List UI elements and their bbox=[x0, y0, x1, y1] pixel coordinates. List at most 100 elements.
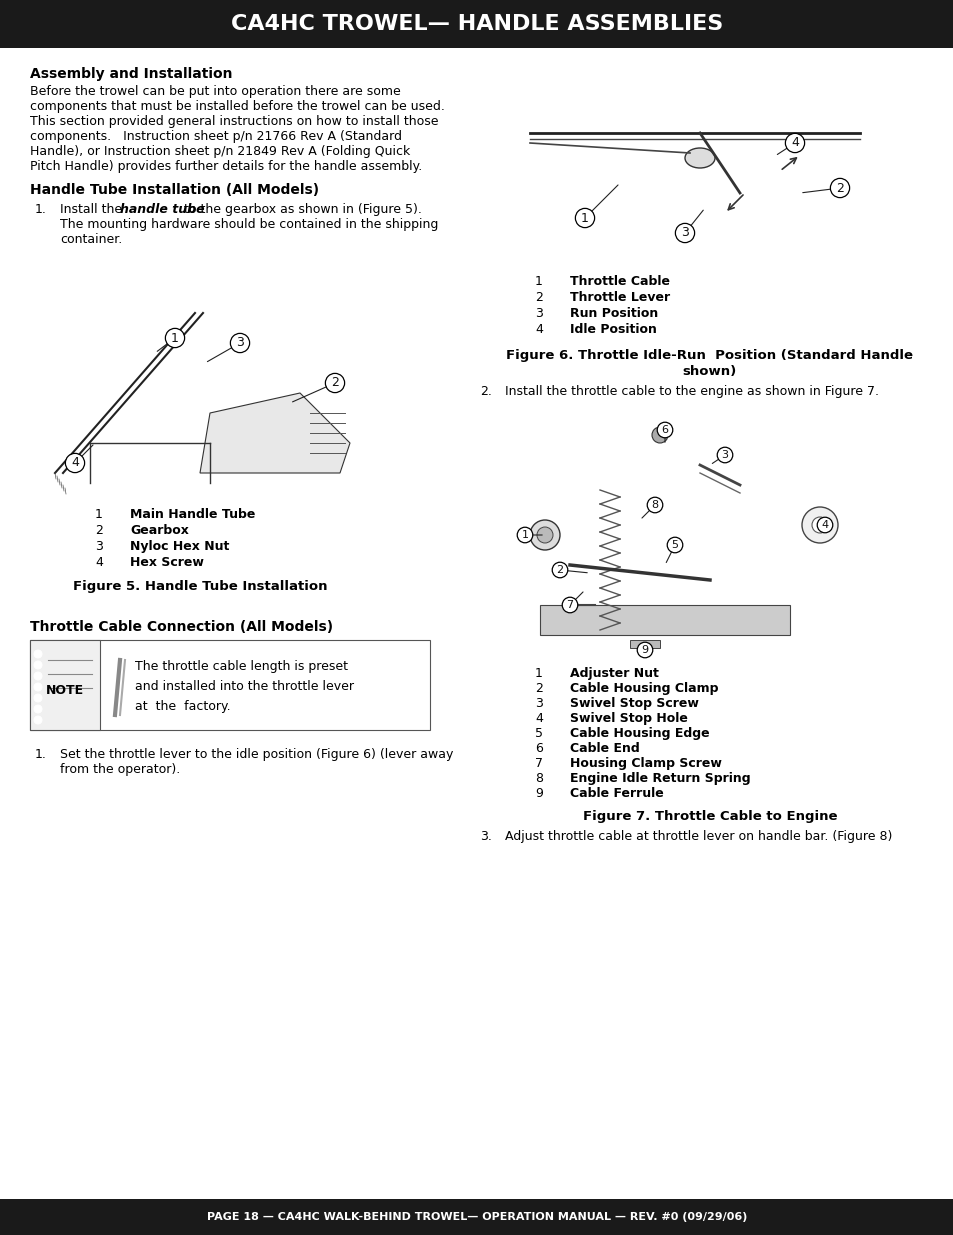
Text: 1: 1 bbox=[535, 667, 542, 680]
Bar bbox=[0, 0, 953, 48]
Text: 3: 3 bbox=[535, 697, 542, 710]
Text: NOTE: NOTE bbox=[46, 683, 84, 697]
Text: Adjust throttle cable at throttle lever on handle bar. (Figure 8): Adjust throttle cable at throttle lever … bbox=[504, 830, 891, 844]
Text: The throttle cable length is preset: The throttle cable length is preset bbox=[135, 659, 348, 673]
Text: Figure 5. Handle Tube Installation: Figure 5. Handle Tube Installation bbox=[72, 580, 327, 593]
Circle shape bbox=[34, 661, 42, 669]
Text: Pitch Handle) provides further details for the handle assembly.: Pitch Handle) provides further details f… bbox=[30, 161, 422, 173]
Text: Nyloc Hex Nut: Nyloc Hex Nut bbox=[130, 540, 229, 553]
Text: 2: 2 bbox=[95, 524, 103, 537]
Text: Install the throttle cable to the engine as shown in Figure 7.: Install the throttle cable to the engine… bbox=[504, 385, 878, 398]
Text: 5: 5 bbox=[671, 540, 678, 550]
Text: 2: 2 bbox=[835, 182, 843, 194]
Text: Cable Ferrule: Cable Ferrule bbox=[569, 787, 663, 800]
Text: 2: 2 bbox=[535, 291, 542, 304]
Text: 1: 1 bbox=[521, 530, 528, 540]
Text: Idle Position: Idle Position bbox=[569, 324, 657, 336]
Text: Cable Housing Clamp: Cable Housing Clamp bbox=[569, 682, 718, 695]
Text: Cable Housing Edge: Cable Housing Edge bbox=[569, 727, 709, 740]
Bar bbox=[30, 640, 100, 730]
Text: Handle Tube Installation (All Models): Handle Tube Installation (All Models) bbox=[30, 183, 319, 198]
Text: Swivel Stop Hole: Swivel Stop Hole bbox=[569, 713, 687, 725]
Bar bbox=[510, 405, 879, 655]
Ellipse shape bbox=[684, 148, 714, 168]
Text: Install the: Install the bbox=[60, 203, 126, 216]
Text: handle tube: handle tube bbox=[120, 203, 204, 216]
Text: Gearbox: Gearbox bbox=[130, 524, 189, 537]
Text: 4: 4 bbox=[71, 457, 79, 469]
Text: Engine Idle Return Spring: Engine Idle Return Spring bbox=[569, 772, 750, 785]
Circle shape bbox=[34, 672, 42, 680]
Circle shape bbox=[34, 683, 42, 692]
Text: 9: 9 bbox=[640, 645, 648, 655]
Bar bbox=[40, 263, 379, 493]
Bar bbox=[30, 640, 430, 730]
Text: This section provided general instructions on how to install those: This section provided general instructio… bbox=[30, 115, 438, 128]
Text: shown): shown) bbox=[682, 366, 737, 378]
Bar bbox=[629, 640, 659, 648]
Text: Before the trowel can be put into operation there are some: Before the trowel can be put into operat… bbox=[30, 85, 400, 98]
Text: 1: 1 bbox=[95, 508, 103, 521]
Text: 4: 4 bbox=[95, 556, 103, 569]
Text: components that must be installed before the trowel can be used.: components that must be installed before… bbox=[30, 100, 444, 112]
Text: 3: 3 bbox=[680, 226, 688, 240]
Text: 1: 1 bbox=[580, 211, 588, 225]
Text: Run Position: Run Position bbox=[569, 308, 658, 320]
Text: 2: 2 bbox=[556, 564, 563, 576]
Text: 4: 4 bbox=[821, 520, 828, 530]
Text: PAGE 18 — CA4HC WALK-BEHIND TROWEL— OPERATION MANUAL — REV. #0 (09/29/06): PAGE 18 — CA4HC WALK-BEHIND TROWEL— OPER… bbox=[207, 1212, 746, 1221]
Text: Hex Screw: Hex Screw bbox=[130, 556, 204, 569]
Polygon shape bbox=[200, 393, 350, 473]
Text: 2: 2 bbox=[535, 682, 542, 695]
Text: 3: 3 bbox=[720, 450, 728, 459]
Text: from the operator).: from the operator). bbox=[60, 763, 180, 776]
Text: Throttle Cable: Throttle Cable bbox=[569, 275, 669, 288]
Text: Cable End: Cable End bbox=[569, 742, 639, 755]
Bar bbox=[519, 63, 879, 263]
Text: 6: 6 bbox=[535, 742, 542, 755]
Circle shape bbox=[34, 716, 42, 724]
Circle shape bbox=[530, 520, 559, 550]
Text: 2.: 2. bbox=[479, 385, 492, 398]
Text: Handle), or Instruction sheet p/n 21849 Rev A (Folding Quick: Handle), or Instruction sheet p/n 21849 … bbox=[30, 144, 410, 158]
Text: 9: 9 bbox=[535, 787, 542, 800]
Circle shape bbox=[34, 650, 42, 658]
Text: Throttle Lever: Throttle Lever bbox=[569, 291, 669, 304]
Circle shape bbox=[34, 705, 42, 713]
Circle shape bbox=[811, 517, 827, 534]
Text: Figure 7. Throttle Cable to Engine: Figure 7. Throttle Cable to Engine bbox=[582, 810, 837, 823]
Text: 7: 7 bbox=[566, 600, 573, 610]
Text: 4: 4 bbox=[535, 713, 542, 725]
Text: 6: 6 bbox=[660, 425, 668, 435]
Text: Main Handle Tube: Main Handle Tube bbox=[130, 508, 255, 521]
Text: Throttle Cable Connection (All Models): Throttle Cable Connection (All Models) bbox=[30, 620, 333, 634]
Text: Swivel Stop Screw: Swivel Stop Screw bbox=[569, 697, 699, 710]
Circle shape bbox=[651, 427, 667, 443]
Text: 3: 3 bbox=[95, 540, 103, 553]
Text: to the gearbox as shown in (Figure 5).: to the gearbox as shown in (Figure 5). bbox=[180, 203, 422, 216]
Circle shape bbox=[34, 694, 42, 701]
Text: 4: 4 bbox=[535, 324, 542, 336]
Text: CA4HC TROWEL— HANDLE ASSEMBLIES: CA4HC TROWEL— HANDLE ASSEMBLIES bbox=[231, 14, 722, 35]
Text: 1: 1 bbox=[535, 275, 542, 288]
Text: 1: 1 bbox=[171, 331, 179, 345]
Text: and installed into the throttle lever: and installed into the throttle lever bbox=[135, 680, 354, 693]
Text: 3: 3 bbox=[535, 308, 542, 320]
Text: The mounting hardware should be contained in the shipping: The mounting hardware should be containe… bbox=[60, 219, 438, 231]
Text: 8: 8 bbox=[651, 500, 658, 510]
Bar bbox=[0, 1199, 953, 1235]
Text: 3.: 3. bbox=[479, 830, 492, 844]
Bar bbox=[539, 605, 789, 635]
Text: container.: container. bbox=[60, 233, 122, 246]
Text: 8: 8 bbox=[535, 772, 542, 785]
Text: 2: 2 bbox=[331, 377, 338, 389]
Circle shape bbox=[801, 508, 837, 543]
Text: 1.: 1. bbox=[35, 203, 47, 216]
Text: components.   Instruction sheet p/n 21766 Rev A (Standard: components. Instruction sheet p/n 21766 … bbox=[30, 130, 401, 143]
Text: Housing Clamp Screw: Housing Clamp Screw bbox=[569, 757, 721, 769]
Text: at  the  factory.: at the factory. bbox=[135, 700, 231, 713]
Text: Assembly and Installation: Assembly and Installation bbox=[30, 67, 233, 82]
Text: Set the throttle lever to the idle position (Figure 6) (lever away: Set the throttle lever to the idle posit… bbox=[60, 748, 453, 761]
Text: 1.: 1. bbox=[35, 748, 47, 761]
Text: Adjuster Nut: Adjuster Nut bbox=[569, 667, 659, 680]
